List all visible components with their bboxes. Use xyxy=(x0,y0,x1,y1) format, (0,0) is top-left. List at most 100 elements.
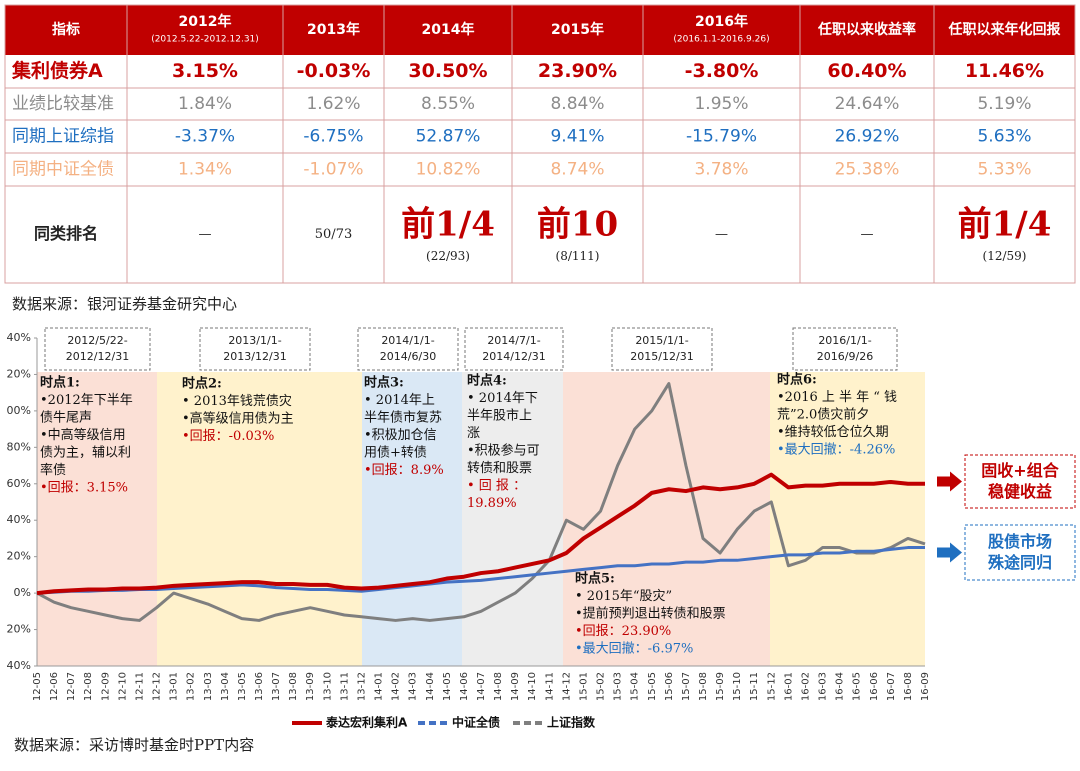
x-tick-label: 13-05 xyxy=(237,672,248,701)
legend-label: 泰达宏利集利A xyxy=(325,715,408,730)
cell-note: (8/111) xyxy=(556,249,600,263)
table-cell: 5.19% xyxy=(977,94,1031,114)
x-tick-label: 13-03 xyxy=(203,672,214,701)
table-cell: 1.34% xyxy=(178,160,232,180)
x-tick-label: 14-12 xyxy=(561,672,572,701)
x-tick-label: 13-02 xyxy=(186,672,197,701)
period-note: 时点4: xyxy=(467,373,507,389)
period-note: •回报：3.15% xyxy=(40,481,128,496)
x-tick-label: 14-11 xyxy=(544,672,555,701)
x-tick-label: 13-07 xyxy=(271,672,282,701)
table-cell: 26.92% xyxy=(835,127,900,147)
callout-arrow xyxy=(937,542,962,563)
table-cell: 23.90% xyxy=(538,60,617,82)
table-cell: -0.03% xyxy=(297,60,371,82)
period-shade xyxy=(770,372,925,666)
y-tick-label: 40% xyxy=(7,513,31,526)
period-range: 2012/12/31 xyxy=(66,350,129,363)
source-note: 数据来源：银河证券基金研究中心 xyxy=(12,295,237,313)
period-note: 荒”2.0债灾前夕 xyxy=(777,407,869,423)
x-tick-label: 13-04 xyxy=(220,672,231,701)
table-cell: 8.74% xyxy=(550,160,604,180)
table-cell: 3.78% xyxy=(694,160,748,180)
y-tick-label: 60% xyxy=(7,477,31,490)
x-tick-label: 13-09 xyxy=(305,672,316,701)
table-cell: 5.63% xyxy=(977,127,1031,147)
table-cell: -3.80% xyxy=(685,60,759,82)
table-cell: 10.82% xyxy=(416,160,481,180)
period-note: •积极参与可 xyxy=(467,443,540,459)
table-cell: 30.50% xyxy=(408,60,487,82)
period-note: 时点2: xyxy=(182,376,222,392)
header-cell: 任职以来年化回报 xyxy=(948,21,1061,38)
x-tick-label: 16-06 xyxy=(869,672,880,701)
x-tick-label: 15-10 xyxy=(732,672,743,701)
table-cell: -6.75% xyxy=(303,127,363,147)
callout-box xyxy=(964,524,1076,581)
period-note: 用债+转债 xyxy=(364,446,427,461)
x-tick-label: 16-04 xyxy=(835,672,846,701)
x-tick-label: 15-05 xyxy=(647,672,658,701)
period-shade xyxy=(462,372,563,666)
x-tick-label: 12-10 xyxy=(117,672,128,701)
period-note: 时点3: xyxy=(364,375,404,391)
period-note: •回报：-0.03% xyxy=(182,429,274,444)
table-cell: 8.84% xyxy=(550,94,604,114)
period-note: 涨 xyxy=(467,426,480,441)
x-tick-label: 14-01 xyxy=(374,672,385,701)
header-cell: 2013年 xyxy=(307,21,360,38)
series-line xyxy=(36,382,926,622)
period-note: 转债和股票 xyxy=(467,461,532,476)
series-line xyxy=(36,472,925,596)
row-label: 同类排名 xyxy=(34,224,98,243)
x-tick-label: 16-05 xyxy=(852,672,863,701)
table-header-bg xyxy=(5,5,1075,55)
period-range: 2016/1/1- xyxy=(818,334,871,347)
table-cell: — xyxy=(861,227,874,242)
legend-label: 中证全债 xyxy=(452,715,500,730)
x-tick-label: 16-01 xyxy=(783,672,794,701)
x-tick-label: 12-12 xyxy=(152,672,163,701)
y-tick-label: 0% xyxy=(14,586,31,599)
x-tick-label: 12-07 xyxy=(66,672,77,701)
x-tick-label: 16-02 xyxy=(800,672,811,701)
period-note: •提前预判退出转债和股票 xyxy=(575,606,726,622)
source-note: 数据来源：采访博时基金时PPT内容 xyxy=(14,736,254,754)
period-note: •2012年下半年 xyxy=(40,393,133,408)
y-tick-label: 00% xyxy=(7,404,31,417)
period-note: •最大回撤：-4.26% xyxy=(777,442,895,458)
x-tick-label: 13-01 xyxy=(169,672,180,701)
x-tick-label: 14-10 xyxy=(527,672,538,701)
period-range: 2013/1/1- xyxy=(228,334,281,347)
y-tick-label: 20% xyxy=(7,550,31,563)
period-range: 2014/1/1- xyxy=(381,334,434,347)
table-cell: -3.37% xyxy=(175,127,235,147)
table-cell: 1.84% xyxy=(178,94,232,114)
table-cell: 3.15% xyxy=(172,60,238,82)
x-tick-label: 12-05 xyxy=(32,672,43,701)
x-tick-label: 12-08 xyxy=(83,672,94,701)
y-tick-label: 20% xyxy=(7,367,31,380)
period-header-box xyxy=(792,327,898,371)
table-cell: 25.38% xyxy=(835,160,900,180)
header-note: (2012.5.22-2012.12.31) xyxy=(151,35,259,45)
callout-text: 殊途同归 xyxy=(988,553,1052,572)
period-note: •回报：23.90% xyxy=(575,624,671,639)
x-tick-label: 14-08 xyxy=(493,672,504,701)
x-tick-label: 15-12 xyxy=(766,672,777,701)
x-tick-label: 15-02 xyxy=(596,672,607,701)
table-cell: 1.62% xyxy=(306,94,360,114)
x-tick-label: 15-03 xyxy=(613,672,624,701)
x-tick-label: 14-09 xyxy=(510,672,521,701)
table-cell: 前1/4 xyxy=(401,205,495,245)
table-cell: -15.79% xyxy=(686,127,757,147)
x-tick-label: 16-09 xyxy=(920,672,931,701)
table-cell: 前10 xyxy=(537,205,618,245)
table-cell: 1.95% xyxy=(694,94,748,114)
period-note: • 2013年钱荒债灾 xyxy=(182,393,292,409)
period-note: •2016 上 半 年 “ 钱 xyxy=(777,390,897,405)
header-cell: 2016年 xyxy=(695,13,748,30)
period-note: •最大回撤：-6.97% xyxy=(575,641,693,657)
period-note: 时点1: xyxy=(40,375,80,391)
table-cell: 前1/4 xyxy=(958,205,1052,245)
